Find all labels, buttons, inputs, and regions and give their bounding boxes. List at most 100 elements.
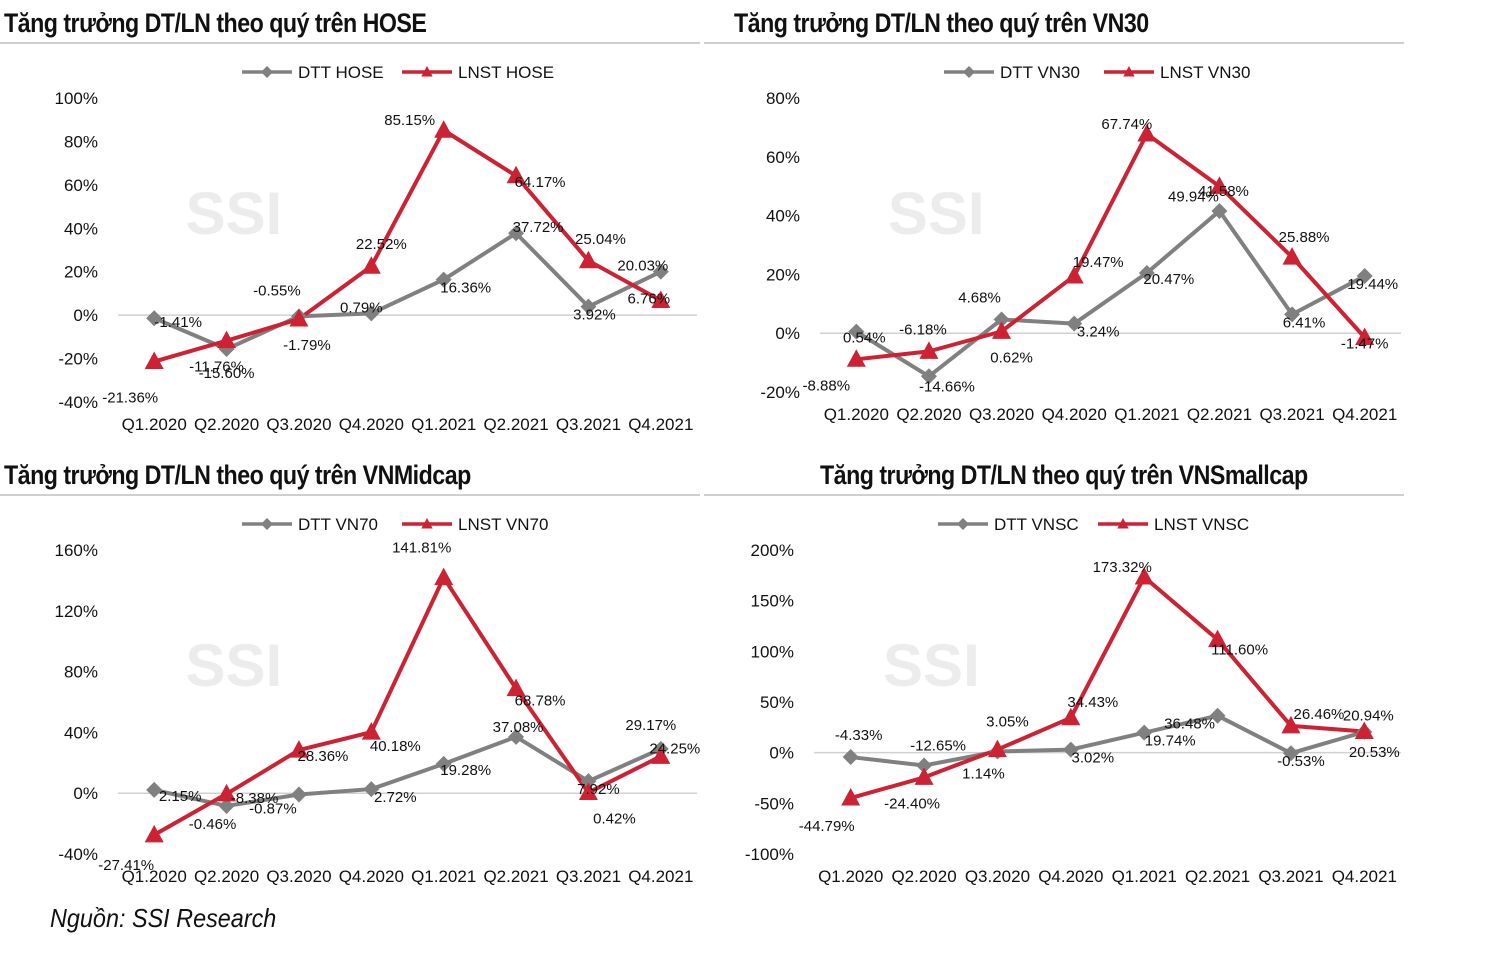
data-label: 28.36%	[298, 748, 349, 765]
data-label: 0.62%	[990, 349, 1033, 366]
data-point-marker	[144, 824, 164, 843]
x-tick-label: Q3.2021	[1258, 867, 1323, 886]
data-label: 4.68%	[958, 289, 1001, 306]
x-tick-label: Q4.2021	[1332, 405, 1397, 424]
data-label: 0.42%	[593, 811, 636, 828]
x-tick-label: Q1.2021	[1112, 867, 1177, 886]
data-point-marker	[1354, 721, 1374, 739]
series-line	[856, 132, 1367, 362]
x-tick-label: Q3.2020	[266, 415, 331, 434]
chart-vnmidcap: SSI -40% 0% 40% 80% 120% 160% Q1.2020 Q2.2020 Q3.…	[55, 515, 700, 886]
data-label: 0.54%	[843, 330, 886, 347]
data-point-marker	[1209, 176, 1229, 194]
legend-marker	[1117, 518, 1129, 529]
data-label: -14.66%	[919, 378, 975, 395]
y-tick-label: 50%	[760, 693, 794, 712]
data-label: 20.94%	[1343, 707, 1394, 724]
y-tick-label: 40%	[766, 207, 800, 226]
data-point-marker	[846, 349, 866, 367]
data-label: 68.78%	[515, 693, 566, 710]
data-label: -4.33%	[835, 727, 883, 744]
data-point-marker	[651, 746, 671, 764]
x-tick-label: Q4.2020	[339, 415, 404, 434]
data-point-marker	[1066, 315, 1083, 332]
chart-vn30: SSI -20% 0% 20% 40% 60% 80% Q1.2020 Q2.2020 Q3.20…	[760, 63, 1401, 424]
y-tick-label: 60%	[64, 176, 98, 195]
data-point-marker	[1208, 629, 1228, 648]
y-tick-label: 0%	[769, 744, 794, 763]
data-label: 7.92%	[577, 781, 620, 798]
y-tick-label: 100%	[751, 642, 794, 661]
data-label: 6.76%	[628, 290, 671, 307]
legend-label: LNST VN70	[458, 515, 548, 534]
data-label: -24.40%	[884, 795, 940, 812]
data-label: -1.79%	[283, 337, 331, 354]
source-note: Nguồn: SSI Research	[50, 903, 277, 933]
legend-marker	[963, 66, 975, 78]
x-tick-label: Q3.2020	[969, 405, 1034, 424]
x-tick-label: Q4.2020	[1038, 867, 1103, 886]
data-label: 19.44%	[1347, 276, 1398, 293]
legend-marker	[421, 518, 433, 529]
legend-label: DTT VN30	[1000, 63, 1080, 82]
y-tick-label: 100%	[55, 89, 98, 108]
x-tick-label: Q2.2021	[1185, 867, 1250, 886]
data-point-marker	[1282, 745, 1299, 762]
data-label: 40.18%	[370, 738, 421, 755]
title-divider	[704, 42, 1404, 44]
data-point-marker	[580, 773, 597, 790]
x-tick-label: Q3.2020	[965, 867, 1030, 886]
data-label: -44.79%	[799, 818, 855, 835]
watermark-text: SSI	[185, 180, 282, 247]
data-point-marker	[993, 311, 1010, 328]
series-line	[850, 713, 1365, 768]
y-tick-label: 60%	[766, 148, 800, 167]
y-tick-label: 20%	[766, 265, 800, 284]
data-point-marker	[916, 757, 933, 774]
data-point-marker	[920, 368, 937, 385]
legend-label: DTT HOSE	[298, 63, 384, 82]
y-tick-label: 120%	[55, 602, 98, 621]
data-label: 26.46%	[1294, 706, 1345, 723]
data-point-marker	[1284, 306, 1301, 323]
data-label: 64.17%	[515, 174, 566, 191]
data-label: 0.79%	[340, 299, 383, 316]
title-divider	[0, 42, 700, 44]
data-label: 25.88%	[1279, 229, 1330, 246]
y-tick-label: 80%	[64, 132, 98, 151]
data-point-marker	[1136, 724, 1153, 741]
chart-panel-hose: Tăng trưởng DT/LN theo quý trên HOSE SSI…	[0, 6, 700, 446]
data-point-marker	[987, 739, 1007, 758]
data-point-marker	[1211, 202, 1228, 219]
data-point-marker	[506, 678, 526, 697]
title-divider	[0, 494, 700, 496]
data-label: 111.60%	[1211, 642, 1268, 659]
chart-panel-vnsmallcap: Tăng trưởng DT/LN theo quý trên VNSmallc…	[704, 458, 1404, 898]
data-point-marker	[992, 321, 1012, 339]
legend-marker	[261, 518, 273, 530]
data-label: 36.48%	[1164, 716, 1215, 733]
data-point-marker	[146, 310, 163, 327]
legend-label: DTT VN70	[298, 515, 378, 534]
data-point-marker	[652, 263, 669, 280]
data-point-marker	[146, 781, 163, 798]
data-label: 37.08%	[493, 719, 544, 736]
data-label: 3.05%	[986, 714, 1029, 731]
y-tick-label: 80%	[766, 89, 800, 108]
data-label: -8.38%	[231, 790, 279, 807]
data-point-marker	[1064, 265, 1084, 284]
data-point-marker	[578, 782, 598, 801]
data-point-marker	[434, 567, 454, 586]
y-tick-label: 40%	[64, 219, 98, 238]
x-tick-label: Q2.2020	[891, 867, 956, 886]
title-divider	[704, 494, 1404, 496]
data-point-marker	[361, 722, 381, 740]
chart-hose: SSI -40% -20% 0% 20% 40% 60% 80% 100% Q1.2020 Q2.2…	[55, 63, 697, 434]
data-label: -0.87%	[249, 801, 297, 818]
data-point-marker	[144, 351, 164, 370]
legend-label: LNST VNSC	[1154, 515, 1249, 534]
data-label: -0.46%	[189, 816, 237, 833]
data-label: 19.28%	[440, 762, 491, 779]
data-point-marker	[508, 728, 525, 745]
data-point-marker	[842, 749, 859, 766]
